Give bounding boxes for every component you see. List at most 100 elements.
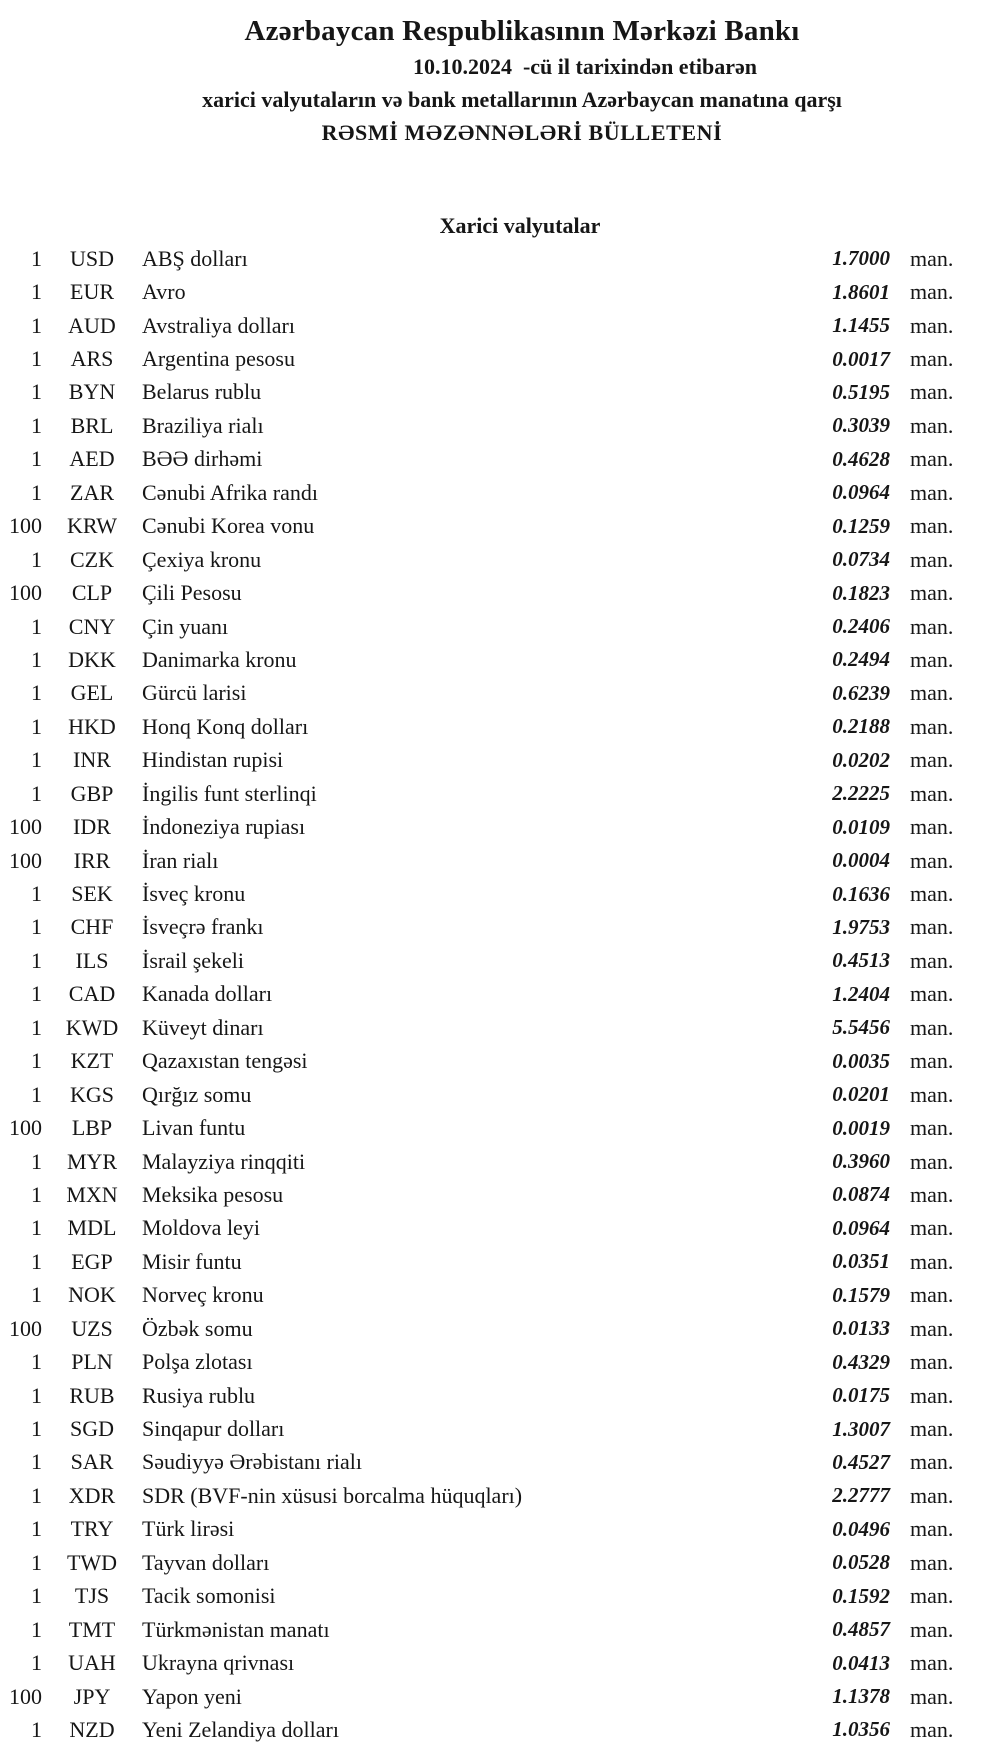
unit-cell: man.: [910, 1650, 954, 1676]
rate-value-cell: 1.1455: [832, 313, 890, 338]
currency-name-cell: Yeni Zelandiya dolları: [142, 1716, 339, 1742]
currency-code-cell: LBP: [71, 1115, 113, 1141]
currency-name-cell: BƏƏ dirhəmi: [142, 446, 263, 472]
rate-value-cell: 0.4329: [832, 1349, 890, 1374]
quantity-cell: 100: [9, 814, 42, 840]
quantity-cell: 1: [31, 446, 42, 472]
table-row: 1 BYN Belarus rublu 0.5195 man.: [0, 376, 1000, 409]
quantity-cell: 1: [31, 1650, 42, 1676]
table-row: 1 SEK İsveç kronu 0.1636 man.: [0, 877, 1000, 910]
currency-code-cell: JPY: [73, 1683, 111, 1709]
table-row: 100 LBP Livan funtu 0.0019 man.: [0, 1111, 1000, 1144]
rate-value-cell: 0.0109: [832, 814, 890, 839]
rate-value-cell: 2.2225: [832, 781, 890, 806]
quantity-cell: 1: [31, 312, 42, 338]
currency-code-cell: ILS: [75, 947, 109, 973]
unit-cell: man.: [910, 1248, 954, 1274]
currency-code-cell: DKK: [68, 646, 116, 672]
currency-code-cell: ZAR: [70, 479, 114, 505]
unit-cell: man.: [910, 580, 954, 606]
unit-cell: man.: [910, 346, 954, 372]
table-row: 1 AUD Avstraliya dolları 1.1455 man.: [0, 309, 1000, 342]
table-row: 1 MYR Malayziya rinqqiti 0.3960 man.: [0, 1145, 1000, 1178]
currency-name-cell: Gürcü larisi: [142, 680, 247, 706]
currency-code-cell: INR: [73, 747, 111, 773]
document-header: Azərbaycan Respublikasının Mərkəzi Bankı…: [0, 0, 1000, 149]
currency-name-cell: İngilis funt sterlinqi: [142, 780, 317, 806]
rates-table: 1 USD ABŞ dolları 1.7000 man. 1 EUR Avro 1.8601 m…: [0, 242, 1000, 1747]
table-row: 1 TWD Tayvan dolları 0.0528 man.: [0, 1546, 1000, 1579]
quantity-cell: 100: [9, 1115, 42, 1141]
table-row: 1 NZD Yeni Zelandiya dolları 1.0356 man.: [0, 1713, 1000, 1746]
quantity-cell: 1: [31, 1081, 42, 1107]
table-row: 1 MDL Moldova leyi 0.0964 man.: [0, 1212, 1000, 1245]
currency-name-cell: Türk lirəsi: [142, 1516, 235, 1542]
unit-cell: man.: [910, 1482, 954, 1508]
rate-value-cell: 1.7000: [832, 246, 890, 271]
subject-line: xarici valyutaların və bank metallarının…: [202, 87, 842, 112]
currency-code-cell: CLP: [71, 580, 113, 606]
quantity-cell: 1: [31, 981, 42, 1007]
unit-cell: man.: [910, 814, 954, 840]
currency-name-cell: Özbək somu: [142, 1315, 253, 1341]
currency-code-cell: CNY: [68, 613, 116, 639]
rate-value-cell: 0.1823: [832, 580, 890, 605]
rate-value-cell: 2.2777: [832, 1483, 890, 1508]
currency-code-cell: CHF: [70, 914, 114, 940]
quantity-cell: 100: [9, 513, 42, 539]
currency-name-cell: Moldova leyi: [142, 1215, 260, 1241]
unit-cell: man.: [910, 1416, 954, 1442]
currency-name-cell: Səudiyyə Ərəbistanı rialı: [142, 1449, 362, 1475]
currency-name-cell: Çin yuanı: [142, 613, 229, 639]
rate-value-cell: 1.8601: [832, 279, 890, 304]
currency-name-cell: Yapon yeni: [142, 1683, 242, 1709]
table-row: 1 TRY Türk lirəsi 0.0496 man.: [0, 1513, 1000, 1546]
table-row: 1 KZT Qazaxıstan tengəsi 0.0035 man.: [0, 1045, 1000, 1078]
unit-cell: man.: [910, 1616, 954, 1642]
unit-cell: man.: [910, 279, 954, 305]
currency-name-cell: Rusiya rublu: [142, 1382, 256, 1408]
unit-cell: man.: [910, 847, 954, 873]
table-row: 1 BRL Braziliya rialı 0.3039 man.: [0, 409, 1000, 442]
currency-code-cell: AUD: [68, 312, 116, 338]
currency-name-cell: Danimarka kronu: [142, 646, 297, 672]
quantity-cell: 1: [31, 713, 42, 739]
unit-cell: man.: [910, 446, 954, 472]
rate-value-cell: 0.2494: [832, 647, 890, 672]
rate-value-cell: 0.2406: [832, 614, 890, 639]
rate-value-cell: 0.0017: [832, 346, 890, 371]
currency-code-cell: AED: [69, 446, 115, 472]
table-row: 1 CNY Çin yuanı 0.2406 man.: [0, 610, 1000, 643]
currency-code-cell: UAH: [68, 1650, 116, 1676]
currency-code-cell: IRR: [73, 847, 111, 873]
table-row: 1 XDR SDR (BVF-nin xüsusi borcalma hüquqla…: [0, 1479, 1000, 1512]
table-row: 1 RUB Rusiya rublu 0.0175 man.: [0, 1379, 1000, 1412]
effective-date-line: 10.10.2024 -cü il tarixindən etibarən: [412, 54, 758, 79]
quantity-cell: 1: [31, 1616, 42, 1642]
unit-cell: man.: [910, 1449, 954, 1475]
currency-name-cell: Cənubi Afrika randı: [142, 479, 318, 505]
currency-code-cell: EUR: [70, 279, 114, 305]
quantity-cell: 1: [31, 947, 42, 973]
quantity-cell: 1: [31, 914, 42, 940]
table-row: 100 UZS Özbək somu 0.0133 man.: [0, 1312, 1000, 1345]
table-row: 1 MXN Meksika pesosu 0.0874 man.: [0, 1178, 1000, 1211]
unit-cell: man.: [910, 1148, 954, 1174]
currency-name-cell: Tayvan dolları: [142, 1549, 270, 1575]
quantity-cell: 1: [31, 613, 42, 639]
rate-value-cell: 1.0356: [832, 1717, 890, 1742]
currency-name-cell: Polşa zlotası: [142, 1349, 253, 1375]
table-row: 1 SAR Səudiyyə Ərəbistanı rialı 0.4527 man.: [0, 1446, 1000, 1479]
rate-value-cell: 0.4628: [832, 446, 890, 471]
quantity-cell: 100: [9, 1683, 42, 1709]
unit-cell: man.: [910, 245, 954, 271]
unit-cell: man.: [910, 1683, 954, 1709]
quantity-cell: 1: [31, 646, 42, 672]
currency-code-cell: KZT: [70, 1048, 114, 1074]
table-row: 1 TMT Türkmənistan manatı 0.4857 man.: [0, 1613, 1000, 1646]
unit-cell: man.: [910, 1382, 954, 1408]
currency-name-cell: Küveyt dinarı: [142, 1014, 264, 1040]
rate-value-cell: 0.3039: [832, 413, 890, 438]
table-row: 1 NOK Norveç kronu 0.1579 man.: [0, 1279, 1000, 1312]
rate-value-cell: 1.2404: [832, 981, 890, 1006]
